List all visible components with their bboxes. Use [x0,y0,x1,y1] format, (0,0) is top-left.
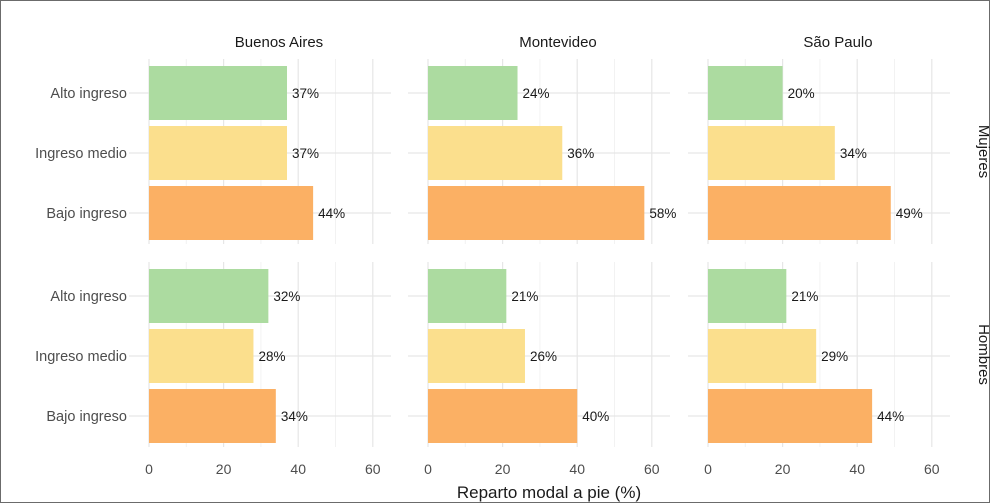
x-tick-label: 40 [569,461,585,477]
bar [149,269,269,323]
bar [149,329,254,383]
x-tick-label: 0 [704,461,712,477]
column-title: Buenos Aires [235,34,323,51]
bar [149,186,314,240]
bar [708,329,817,383]
category-label: Bajo ingreso [46,206,127,222]
bar [708,126,835,180]
x-tick-label: 60 [644,461,660,477]
data-label: 29% [821,349,848,364]
data-label: 21% [791,289,818,304]
data-label: 20% [788,86,815,101]
bar [708,389,873,443]
row-strip-label: Mujeres [975,125,990,178]
x-tick-label: 40 [849,461,865,477]
data-label: 37% [292,86,319,101]
data-label: 58% [649,206,676,221]
data-label: 21% [511,289,538,304]
bar [708,186,891,240]
x-tick-label: 20 [495,461,511,477]
data-label: 36% [567,146,594,161]
x-tick-label: 40 [290,461,306,477]
data-label: 49% [896,206,923,221]
x-tick-label: 20 [775,461,791,477]
row-strip-label: Hombres [975,324,990,385]
bar [428,269,507,323]
bar [708,269,787,323]
data-label: 34% [281,409,308,424]
column-title: São Paulo [803,34,872,51]
data-label: 44% [877,409,904,424]
x-tick-label: 60 [924,461,940,477]
x-tick-label: 0 [145,461,153,477]
x-tick-label: 20 [216,461,232,477]
category-label: Bajo ingreso [46,409,127,425]
data-label: 26% [530,349,557,364]
x-tick-label: 0 [424,461,432,477]
data-label: 28% [258,349,285,364]
data-label: 32% [273,289,300,304]
category-label: Alto ingreso [50,86,127,102]
bar [428,66,518,120]
bar [428,389,578,443]
bar [149,66,288,120]
bar [428,186,645,240]
category-label: Ingreso medio [35,349,127,365]
bar [708,66,783,120]
bar [149,126,288,180]
column-title: Montevideo [519,34,597,51]
data-label: 44% [318,206,345,221]
data-label: 24% [523,86,550,101]
x-tick-label: 60 [365,461,381,477]
category-label: Alto ingreso [50,289,127,305]
bar [428,329,525,383]
bar [149,389,276,443]
data-label: 37% [292,146,319,161]
x-axis-title: Reparto modal a pie (%) [457,483,641,502]
data-label: 34% [840,146,867,161]
category-label: Ingreso medio [35,146,127,162]
bar [428,126,563,180]
data-label: 40% [582,409,609,424]
